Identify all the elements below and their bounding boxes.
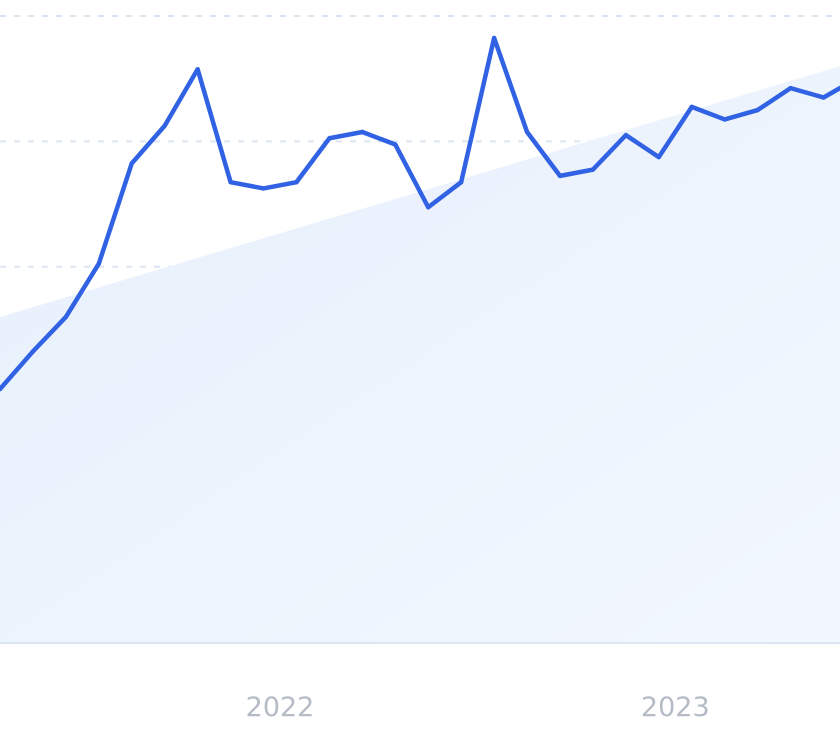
data-point [426,205,431,210]
area-series [0,66,840,643]
data-point [524,129,530,135]
data-point [689,104,694,110]
data-point [458,179,464,185]
x-tick-label: 2022 [246,692,315,723]
data-point [162,123,167,128]
data-point [788,85,793,91]
data-point [722,117,727,122]
data-point [129,161,134,166]
data-point [491,35,497,41]
data-point [0,386,3,392]
data-point [623,132,629,138]
area-fill [0,66,840,643]
data-point [557,173,563,179]
data-point [261,186,266,191]
data-point [294,179,299,185]
data-point [228,179,233,185]
x-axis-ticks: 2022 2023 [246,692,710,723]
data-point [195,67,200,72]
data-point [393,142,398,147]
data-point [755,107,760,113]
data-point [327,136,332,141]
x-tick-label: 2023 [641,692,710,723]
data-point [96,261,102,266]
line-series [0,35,840,392]
data-point [360,129,365,135]
data-point [821,95,826,100]
data-point [656,154,662,160]
data-point [63,314,69,320]
data-point [590,167,596,172]
data-point [30,349,36,354]
